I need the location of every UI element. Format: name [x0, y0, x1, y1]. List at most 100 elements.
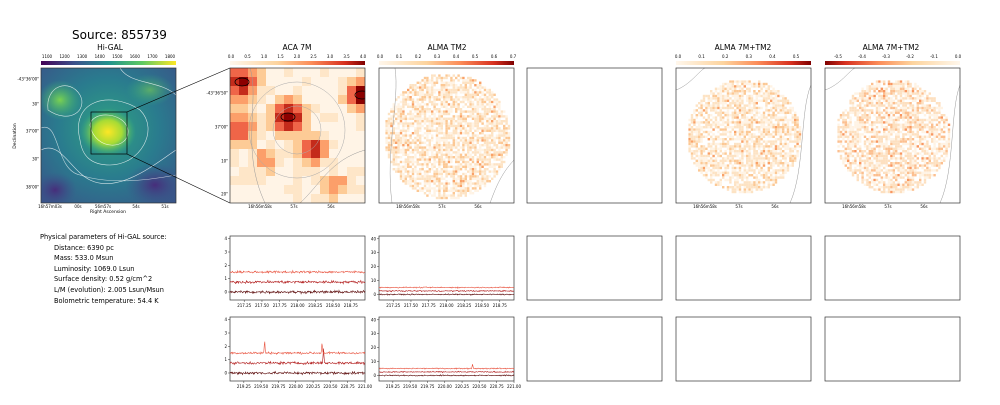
higal-x-tick-label: 00s [74, 204, 81, 209]
x-tick-label: 218.00 [440, 303, 454, 308]
higal-x-tick-label: 16h57m03s [38, 204, 62, 209]
colorbar-tick-label: 1100 [42, 54, 53, 59]
spectrum-series-line [378, 374, 515, 377]
spectrum-frame [229, 316, 366, 382]
higal-title: Hi-GAL [97, 43, 123, 52]
parameters-heading: Physical parameters of Hi-GAL source: [40, 233, 167, 241]
source-title: Source: 855739 [72, 28, 167, 42]
higal-x-tick-label: 56m57s [95, 204, 111, 209]
colorbar-tick-label: 0.1 [396, 54, 403, 59]
spectrum-panel: 0 1 2 3 4 219.25 219.50 219.75 220.00 220.25 220.5… [224, 316, 372, 389]
colorbar-tick-label: 0.4 [769, 54, 776, 59]
colorbar-tick-label: 0.6 [491, 54, 498, 59]
alma-7m-tm2-a-frame [675, 67, 812, 204]
higal-xlabel: Right Ascension [90, 209, 126, 215]
alma-7m-tm2-b-title: ALMA 7M+TM2 [862, 43, 920, 52]
colorbar-tick-label: -0.5 [834, 54, 842, 59]
param-luminosity: Luminosity: 1069.0 Lsun [54, 264, 135, 273]
higal-x-ticks: 16h57m03s 00s 56m57s 54s 51s [38, 204, 168, 209]
x-tick-label: 221.00 [507, 384, 521, 389]
alma-tm2-panel: 0.0 0.1 0.2 0.3 0.4 0.5 0.6 0.7 16h56m58s 57s 56s [377, 54, 517, 209]
x-tick-label: 219.75 [271, 384, 285, 389]
colorbar-tick-label: 1.5 [277, 54, 284, 59]
colorbar-tick-label: 1300 [77, 54, 88, 59]
zoom-line-bottom [126, 153, 231, 204]
x-tick-label: 219.75 [420, 384, 434, 389]
higal-y-tick-label: 37'00" [26, 129, 39, 134]
zoom-line-top [126, 67, 231, 113]
higal-image [41, 68, 176, 203]
x-tick-label: 16h56m58s [396, 204, 420, 209]
x-tick-label: 218.50 [326, 303, 340, 308]
colorbar-tick-label: 1400 [95, 54, 106, 59]
parameters-block: Physical parameters of Hi-GAL source: Di… [40, 232, 167, 306]
colorbar-tick-label: 0.2 [415, 54, 422, 59]
spectrum-series-line [229, 370, 366, 376]
colorbar-tick-label: 1600 [130, 54, 141, 59]
aca-y-tick-label: 37'00" [215, 125, 228, 130]
x-tick-label: 220.25 [306, 384, 320, 389]
x-tick-label: 218.25 [457, 303, 471, 308]
x-tick-label: 56s [771, 204, 778, 209]
alma-7m-tm2-b-panel: -0.5 -0.4 -0.3 -0.2 -0.1 0.0 16h56m58s 57s 56s [824, 54, 962, 209]
x-tick-label: 56s [327, 204, 334, 209]
spectrum-frame [378, 316, 515, 382]
colorbar-tick-label: 1.0 [261, 54, 268, 59]
x-tick-label: 217.25 [386, 303, 400, 308]
spectrum-series-line [229, 289, 366, 295]
spectrum-series-line [378, 286, 515, 289]
y-tick-label: 40 [371, 317, 377, 322]
alma-7m-tm2-a-panel: 0.0 0.1 0.2 0.3 0.4 0.5 16h56m58s 57s 56s [675, 54, 812, 209]
y-tick-label: 3 [224, 250, 227, 255]
alma-tm2-colorbar-ticks: 0.0 0.1 0.2 0.3 0.4 0.5 0.6 0.7 [377, 54, 517, 59]
alma-7m-tm2-a-colorbar [676, 61, 811, 65]
y-tick-label: 40 [371, 236, 377, 241]
aca-colorbar-ticks: 0.0 0.5 1.0 1.5 2.0 2.5 3.0 3.5 4.0 [228, 54, 367, 59]
y-tick-label: 0 [373, 292, 376, 297]
alma-7m-tm2-b-frame [824, 67, 961, 204]
colorbar-tick-label: 0.2 [722, 54, 729, 59]
y-tick-label: 4 [224, 236, 227, 241]
alma-tm2-x-ticks: 16h56m58s 57s 56s [396, 204, 481, 209]
aca-title: ACA 7M [282, 43, 312, 52]
aca-frame [229, 67, 366, 204]
colorbar-tick-label: 2.5 [310, 54, 317, 59]
spectrum-panel: 0 1 2 3 4 217.25 217.50 217.75 218.00 218.25 218.5… [224, 235, 366, 308]
alma-tm2-title: ALMA TM2 [427, 43, 467, 52]
y-tick-label: 2 [224, 263, 227, 268]
y-tick-label: 30 [371, 250, 377, 255]
x-tick-label: 217.50 [255, 303, 269, 308]
spectrum-frame [229, 235, 366, 301]
alma-tm2-frame [378, 67, 515, 204]
colorbar-tick-label: 0.3 [434, 54, 441, 59]
spectrum-series-line [379, 364, 515, 370]
colorbar-tick-label: 1500 [112, 54, 123, 59]
x-tick-label: 16h56m58s [693, 204, 717, 209]
alma-7m-tm2-b-noise-image [837, 80, 951, 194]
colorbar-tick-label: -0.4 [858, 54, 866, 59]
spectrum-series-line [378, 370, 515, 374]
empty-spectrum-r1-c5 [824, 235, 961, 301]
higal-y-tick-label: 30" [32, 157, 39, 162]
higal-x-tick-label: 51s [161, 204, 168, 209]
x-tick-label: 56s [920, 204, 927, 209]
y-tick-label: 0 [224, 290, 227, 295]
empty-spectrum-r2-c5 [824, 316, 961, 382]
aca-panel: 0.0 0.5 1.0 1.5 2.0 2.5 3.0 3.5 4.0 -43°36'50" 37… [206, 54, 367, 209]
colorbar-tick-label: 0.5 [244, 54, 251, 59]
aca-y-tick-label: 10" [221, 159, 228, 164]
empty-spectrum-r2-c4 [675, 316, 812, 382]
x-tick-label: 57s [290, 204, 297, 209]
aca-y-tick-label: 20" [221, 192, 228, 197]
x-tick-label: 220.50 [472, 384, 486, 389]
colorbar-tick-label: 1700 [147, 54, 158, 59]
colorbar-tick-label: 0.1 [698, 54, 705, 59]
x-tick-label: 57s [735, 204, 742, 209]
spectrum-series-line [229, 341, 366, 356]
alma-7m-tm2-a-title: ALMA 7M+TM2 [714, 43, 772, 52]
y-tick-label: 0 [373, 373, 376, 378]
colorbar-tick-label: 1800 [165, 54, 176, 59]
y-tick-label: 10 [371, 278, 377, 283]
higal-y-ticks: -43°36'00" 30" 37'00" 30" 38'00" [17, 77, 39, 190]
empty-spectrum-r1-c4 [675, 235, 812, 301]
